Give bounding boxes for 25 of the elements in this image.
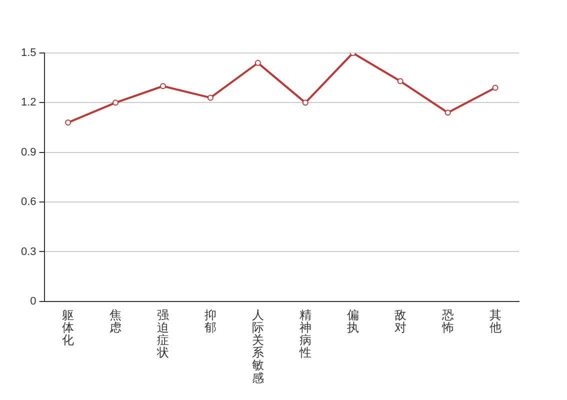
y-tick-label: 1.2 bbox=[20, 96, 36, 109]
point bbox=[302, 100, 308, 106]
y-tick-label: 0 bbox=[30, 295, 36, 308]
point bbox=[492, 84, 498, 91]
y-tick-label: 0.9 bbox=[20, 146, 36, 158]
x-tick-label: 敌对 bbox=[394, 308, 406, 334]
x-tick-label: 强迫症状 bbox=[156, 308, 169, 360]
y-tick-label: 0.6 bbox=[20, 196, 36, 208]
point bbox=[254, 60, 261, 66]
point bbox=[397, 78, 404, 84]
x-tick-label: 人际关系敏感 bbox=[252, 308, 264, 385]
point bbox=[207, 94, 214, 101]
point bbox=[112, 100, 118, 106]
x-tick-label: 躯体化 bbox=[62, 308, 74, 348]
y-tick-label: 1.5 bbox=[20, 47, 36, 60]
point bbox=[444, 110, 451, 116]
x-tick-label: 焦虑 bbox=[110, 308, 122, 334]
point bbox=[160, 83, 166, 90]
y-tick-label: 0.3 bbox=[20, 246, 36, 258]
point bbox=[65, 120, 72, 126]
x-tick-label: 偏执 bbox=[346, 308, 359, 334]
x-tick-label: 抑郁 bbox=[204, 308, 216, 334]
x-tick-label: 其他 bbox=[489, 308, 502, 334]
x-tick-label: 精神病性 bbox=[298, 308, 312, 360]
x-tick-label: 恐怖 bbox=[440, 308, 454, 334]
